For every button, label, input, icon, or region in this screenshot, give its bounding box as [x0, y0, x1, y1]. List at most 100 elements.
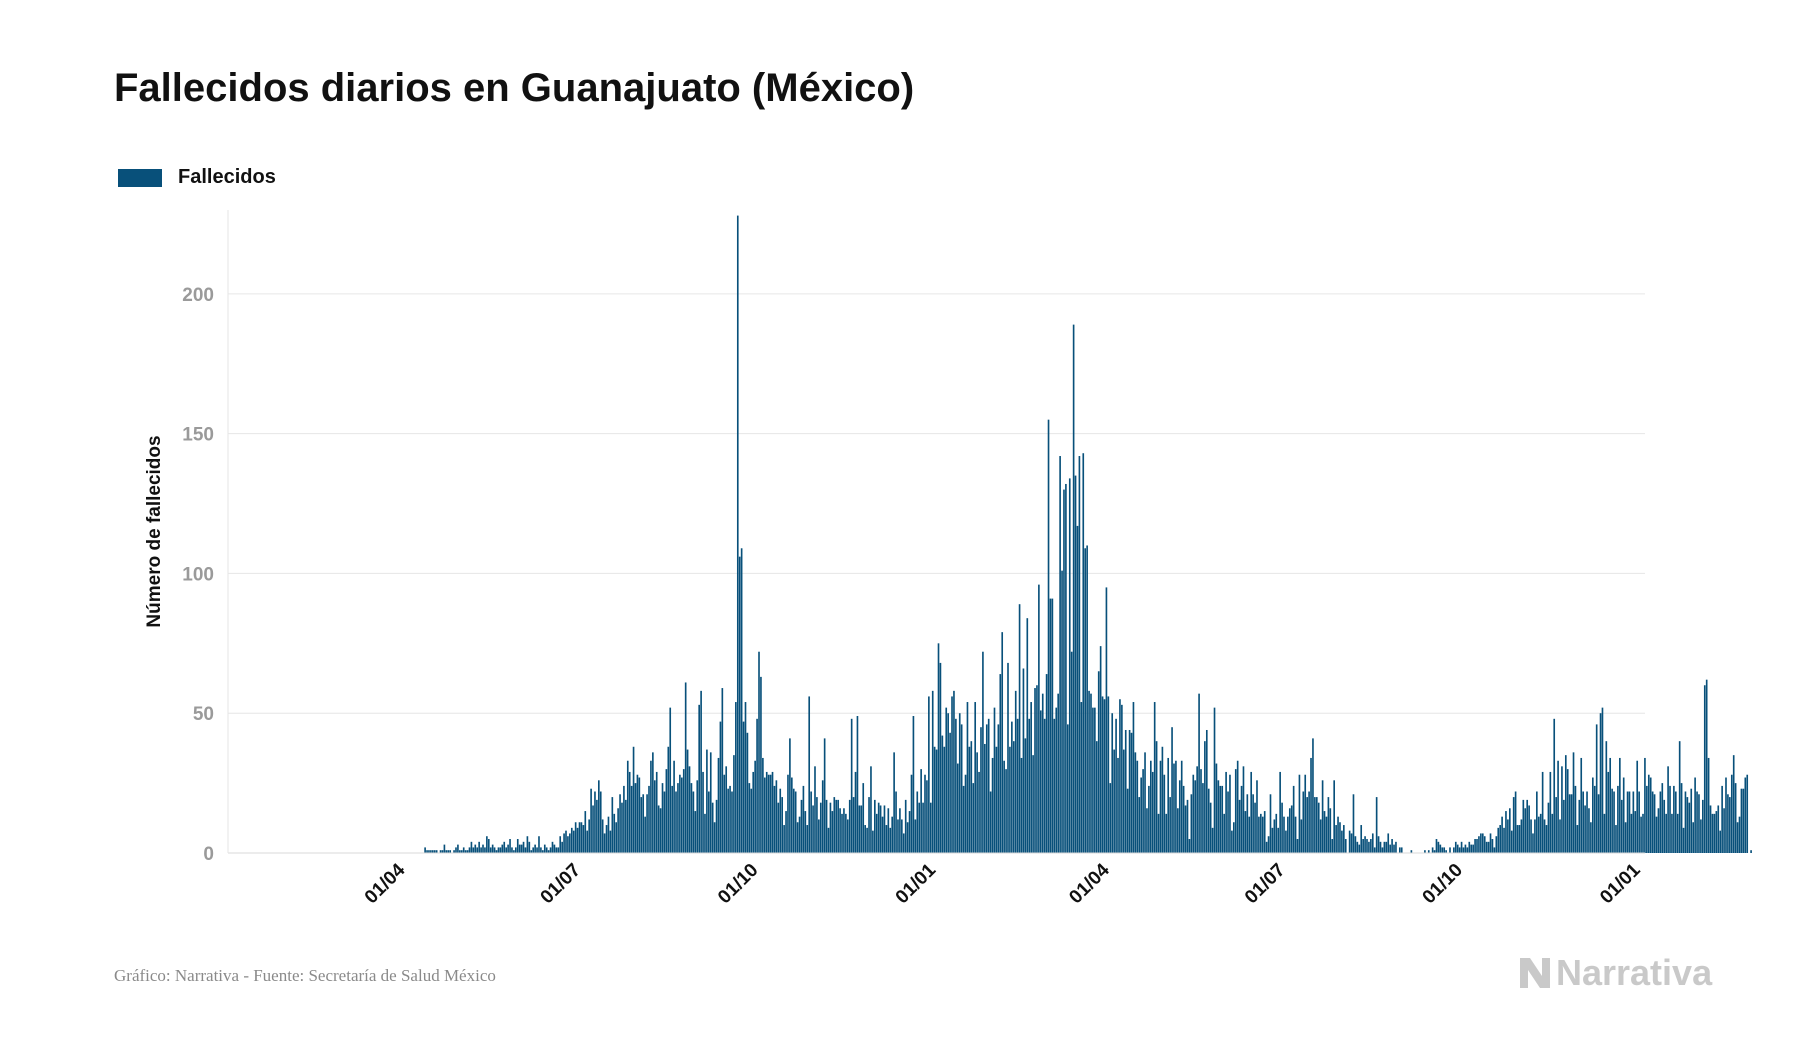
bar [1341, 830, 1343, 853]
bar [897, 819, 899, 853]
bar [1698, 794, 1700, 853]
bar [866, 827, 868, 853]
bar [1063, 489, 1065, 853]
bar [1746, 774, 1749, 853]
bar [852, 797, 855, 853]
bar [1007, 662, 1009, 853]
bar [1375, 797, 1378, 853]
bar [677, 783, 679, 853]
bar [1014, 690, 1017, 853]
bar [1234, 769, 1237, 853]
bar [1057, 693, 1059, 853]
bar [530, 850, 533, 853]
bar [1640, 816, 1642, 853]
bar [901, 819, 903, 853]
bar [1277, 827, 1280, 853]
bar [499, 847, 502, 853]
bar [536, 847, 538, 853]
bar [906, 822, 909, 853]
bar [1317, 802, 1320, 853]
bar [1076, 525, 1079, 853]
x-tick-label: 01/04 [361, 859, 410, 908]
bar [1370, 839, 1372, 853]
bar [601, 819, 604, 853]
bar [426, 850, 428, 853]
bar [1061, 570, 1063, 853]
bar [733, 755, 735, 853]
bar [727, 788, 729, 853]
source-credit: Gráfico: Narrativa - Fuente: Secretaría … [114, 966, 496, 985]
bar [1144, 752, 1146, 853]
bar [1563, 799, 1565, 853]
bar [752, 771, 755, 853]
bar [1146, 808, 1148, 853]
bar [841, 813, 843, 853]
bar [692, 791, 695, 853]
bar [1474, 839, 1476, 853]
bar [1597, 794, 1600, 853]
bar [1140, 777, 1142, 853]
bar [1454, 841, 1457, 853]
bar [1690, 788, 1693, 853]
bar [729, 785, 731, 853]
bar [1659, 791, 1662, 853]
bar [721, 688, 724, 853]
bar [630, 785, 633, 853]
bar [1632, 791, 1635, 853]
bar [1055, 707, 1058, 853]
bar [1121, 704, 1123, 853]
bar [1572, 752, 1575, 853]
bar [684, 682, 687, 853]
bar [509, 839, 511, 853]
bar [1510, 830, 1513, 853]
bar [1729, 797, 1731, 853]
bar [1285, 830, 1287, 853]
bar [943, 746, 946, 853]
bar [713, 822, 716, 853]
bar [1364, 836, 1366, 853]
bar [908, 811, 911, 853]
bar [945, 707, 948, 853]
bar [1437, 841, 1440, 853]
bar [916, 791, 919, 853]
bar [1288, 808, 1291, 853]
bar [791, 777, 793, 853]
bar [1204, 741, 1206, 853]
bar [1196, 766, 1198, 853]
bar [1568, 794, 1571, 853]
bar [1213, 707, 1216, 853]
bar [1445, 850, 1447, 853]
bar [1292, 785, 1295, 853]
bar [1260, 813, 1262, 853]
bar [501, 844, 504, 853]
bar [985, 724, 988, 853]
bar [883, 805, 886, 853]
narrativa-n-icon [1520, 958, 1550, 988]
bar [611, 797, 614, 853]
bar [1514, 791, 1517, 853]
bar [1211, 827, 1214, 853]
bar [590, 788, 592, 853]
bar [491, 844, 494, 853]
bar [557, 847, 560, 853]
bar [738, 556, 741, 853]
bar [1665, 813, 1667, 853]
bar [1400, 847, 1403, 853]
bar [638, 777, 641, 853]
bar [1250, 771, 1253, 853]
bar [711, 802, 714, 853]
bar [596, 799, 598, 853]
bar [1732, 755, 1735, 853]
bar [1242, 766, 1245, 853]
bar [1661, 783, 1664, 853]
bar [1136, 760, 1139, 853]
bar [1642, 813, 1644, 853]
bar [723, 774, 726, 853]
bar [1381, 847, 1384, 853]
bar [999, 674, 1002, 853]
bar [1072, 324, 1075, 853]
bar [1036, 685, 1038, 853]
bar [1557, 760, 1559, 853]
bar [719, 721, 722, 853]
bar [1539, 813, 1542, 853]
